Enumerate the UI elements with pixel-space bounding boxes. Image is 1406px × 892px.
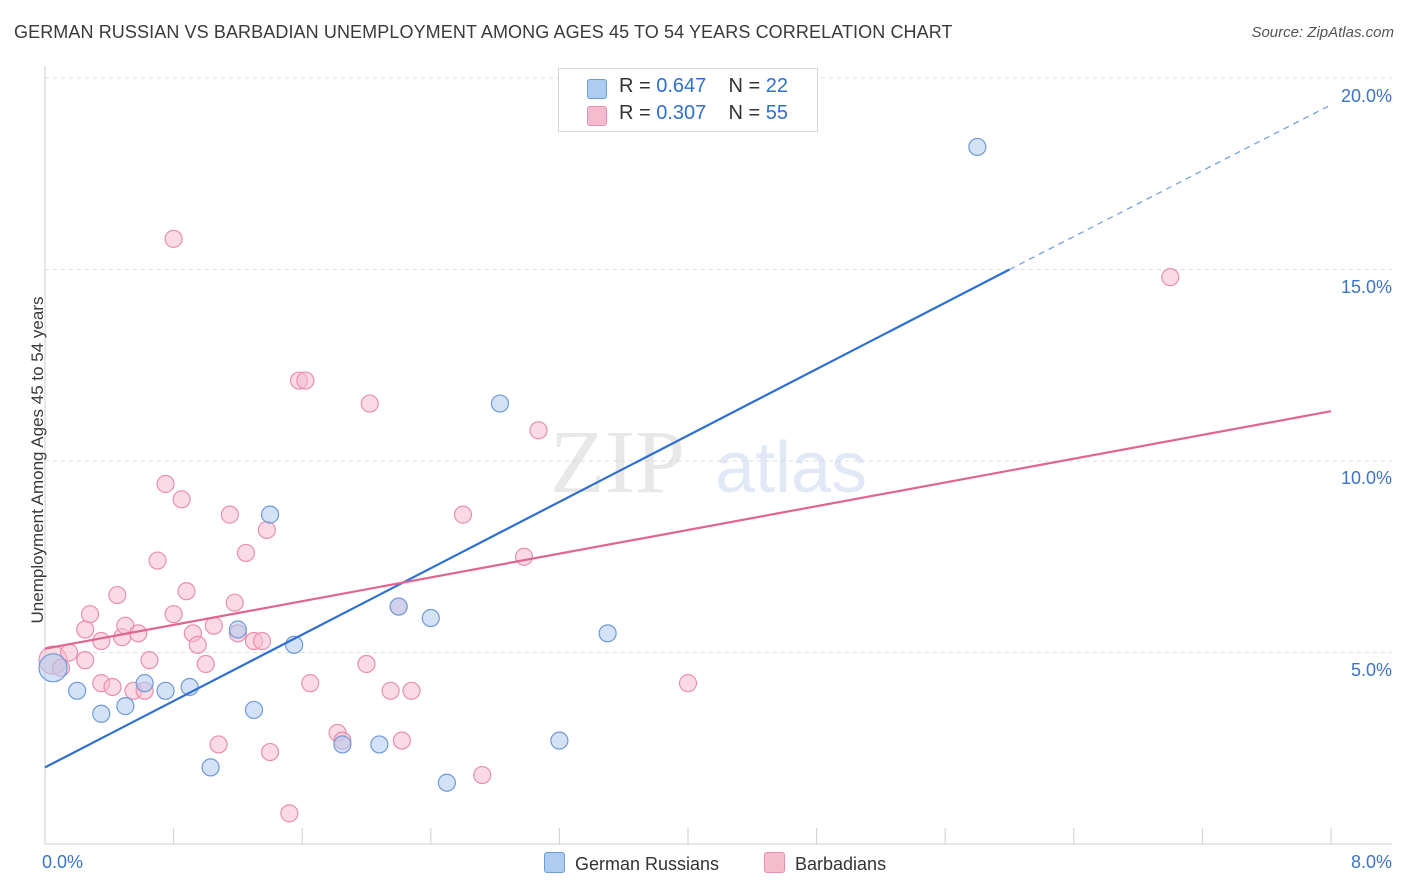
german-russians-point — [370, 735, 389, 754]
german-russians-point — [244, 700, 264, 720]
barbadians-point — [220, 505, 239, 524]
y-tick-label: 20.0% — [1340, 86, 1392, 106]
chart-title: GERMAN RUSSIAN VS BARBADIAN UNEMPLOYMENT… — [14, 22, 953, 42]
german-russians-point — [38, 653, 68, 683]
watermark-atlas: atlas — [715, 428, 867, 508]
barbadians-point — [360, 394, 379, 413]
german-russians-point — [201, 758, 220, 777]
barbadians-point — [103, 677, 122, 697]
barbadians-point — [108, 585, 127, 605]
barbadians-point — [204, 616, 223, 635]
barbadians-point — [381, 681, 400, 700]
barbadians-point — [296, 371, 315, 390]
german-russians-point — [92, 704, 111, 723]
german-russians-point — [421, 608, 440, 628]
legend-swatch-blue — [587, 79, 607, 99]
barbadians-point — [196, 654, 215, 674]
german-russians-point — [260, 505, 280, 524]
german-russians-point — [490, 394, 510, 413]
legend-label-german-russians: German Russians — [575, 854, 720, 874]
legend-r-value: 0.307 — [656, 102, 707, 124]
barbadians-point — [80, 605, 100, 624]
barbadians-point — [188, 635, 207, 654]
german-russians-trend-extension — [1009, 104, 1332, 271]
barbadians-point — [678, 674, 698, 693]
barbadians-point — [76, 651, 95, 670]
legend-n-value: 22 — [765, 75, 789, 97]
german-russians-point — [135, 674, 154, 693]
trend-lines — [44, 104, 1332, 769]
barbadians-point — [514, 547, 534, 566]
barbadians-point — [301, 674, 320, 693]
german-russians-point — [550, 731, 569, 750]
legend-swatch-pink — [764, 852, 785, 873]
legend-n-label: N = — [728, 75, 766, 97]
gridlines — [45, 77, 1392, 653]
german-russians-point — [389, 597, 408, 616]
german-russians-point — [333, 735, 352, 754]
barbadians-point — [156, 474, 175, 494]
legend-n-label: N = — [728, 102, 766, 124]
german-russians-point — [68, 681, 87, 700]
barbadians-point — [453, 505, 473, 524]
barbadians-point — [177, 582, 196, 601]
barbadians-point — [357, 654, 376, 674]
german-russians-trend-line — [44, 268, 1011, 769]
barbadians-point — [76, 620, 95, 639]
x-tick-label-max: 8.0% — [1350, 852, 1392, 872]
series-legend: German Russians Barbadians — [0, 852, 1406, 878]
barbadians-point — [473, 765, 492, 785]
y-axis-label: Unemployment Among Ages 45 to 54 years — [28, 296, 47, 624]
barbadians-point — [236, 543, 256, 563]
barbadians-point — [260, 742, 280, 762]
x-tick-label-min: 0.0% — [42, 852, 84, 872]
legend-r-label: R = — [619, 102, 657, 124]
barbadians-point — [92, 631, 111, 651]
barbadians-point — [209, 735, 228, 754]
german-russians-point — [156, 681, 175, 700]
y-tick-label: 15.0% — [1340, 277, 1392, 297]
german-russians-point — [598, 624, 617, 643]
series-german-russians-points — [38, 137, 987, 792]
legend-label-barbadians: Barbadians — [795, 854, 887, 874]
legend-r-value: 0.647 — [656, 75, 707, 97]
axes — [44, 66, 1392, 845]
barbadians-point — [252, 631, 272, 651]
barbadians-point — [402, 681, 421, 700]
legend-swatch-blue — [544, 852, 565, 873]
legend-swatch-pink — [587, 106, 607, 126]
y-tick-label: 5.0% — [1350, 660, 1392, 680]
german-russians-point — [228, 620, 247, 639]
legend-item-barbadians: Barbadians — [764, 852, 886, 875]
barbadians-point — [280, 804, 299, 823]
barbadians-trend-line — [44, 410, 1332, 650]
barbadians-point — [1161, 268, 1180, 287]
barbadians-point — [140, 651, 159, 670]
barbadians-point — [172, 490, 191, 509]
german-russians-point — [116, 697, 135, 716]
german-russians-point — [968, 137, 987, 157]
legend-r-label: R = — [619, 75, 657, 97]
source-label: Source: ZipAtlas.com — [1251, 24, 1394, 41]
correlation-legend: R = 0.647 N = 22 R = 0.307 N = 55 — [558, 68, 818, 132]
legend-item-german-russians: German Russians — [544, 852, 719, 875]
barbadians-point — [392, 731, 411, 750]
y-tick-label: 10.0% — [1340, 468, 1392, 488]
watermark: ZIP atlas — [550, 413, 867, 512]
barbadians-point — [164, 605, 183, 624]
legend-n-value: 55 — [765, 102, 789, 124]
german-russians-point — [437, 773, 456, 792]
barbadians-point — [164, 229, 183, 248]
barbadians-point — [257, 520, 276, 540]
barbadians-point — [225, 593, 244, 612]
barbadians-point — [148, 551, 167, 570]
barbadians-point — [529, 421, 548, 440]
